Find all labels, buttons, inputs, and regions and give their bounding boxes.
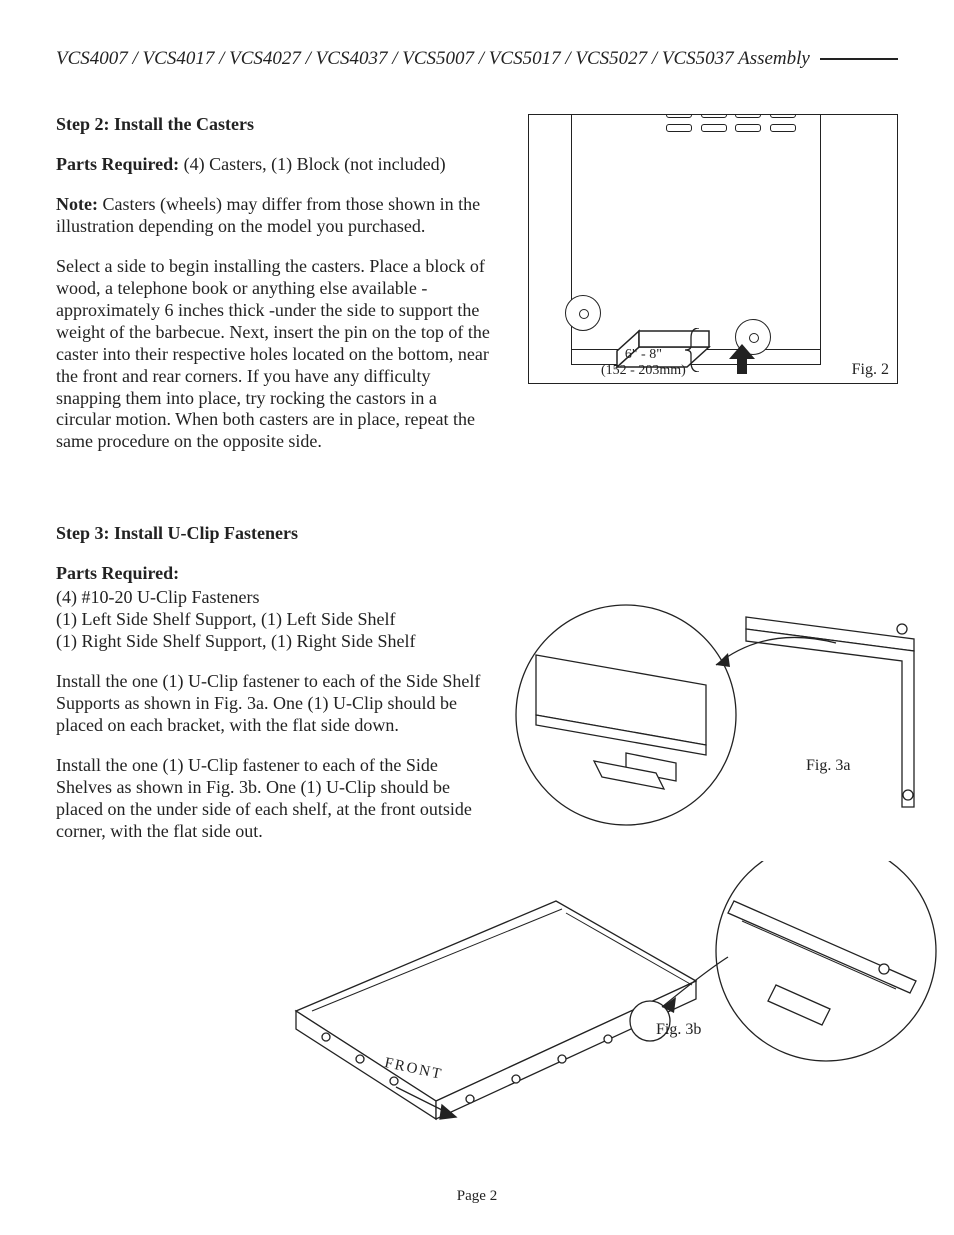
parts-required-list: (4) #10-20 U-Clip Fasteners (1) Left Sid… [56,587,496,653]
figure-2: 6" - 8" (152 - 203mm) Fig. 2 [528,114,898,392]
figure-3a: Fig. 3a [506,595,926,835]
step-3-para-b: Install the one (1) U-Clip fastener to e… [56,755,496,843]
note-value: Casters (wheels) may differ from those s… [56,194,480,236]
parts-item: (4) #10-20 U-Clip Fasteners [56,587,496,609]
vent-grille [666,114,796,132]
assembly-page: VCS4007 / VCS4017 / VCS4027 / VCS4037 / … [0,0,954,1235]
step-3-section: Step 3: Install U-Clip Fasteners Parts R… [56,523,898,1163]
step-3-heading: Step 3: Install U-Clip Fasteners [56,523,496,545]
step-2-note: Note: Casters (wheels) may differ from t… [56,194,496,238]
up-arrow-icon [729,344,755,379]
step-2-parts: Parts Required: (4) Casters, (1) Block (… [56,154,496,176]
caster-icon [565,295,601,331]
step-2-section: Step 2: Install the Casters Parts Requir… [56,114,898,453]
dim-line-1: 6" - 8" [601,347,686,363]
dimension-text: 6" - 8" (152 - 203mm) [601,347,686,379]
step-3-para-a: Install the one (1) U-Clip fastener to e… [56,671,496,737]
step-3-text: Step 3: Install U-Clip Fasteners Parts R… [56,523,496,842]
step-2-body: Select a side to begin installing the ca… [56,256,496,454]
note-label: Note: [56,194,98,214]
header-title: VCS4007 / VCS4017 / VCS4027 / VCS4037 / … [56,48,810,70]
parts-item: (1) Right Side Shelf Support, (1) Right … [56,631,496,653]
page-header: VCS4007 / VCS4017 / VCS4027 / VCS4037 / … [56,48,898,70]
parts-required-label: Parts Required: [56,563,179,583]
figure-3b: Fig. 3b FRONT [256,861,954,1161]
figure-2-frame: 6" - 8" (152 - 203mm) Fig. 2 [528,114,898,384]
figure-3b-label: Fig. 3b [656,1021,701,1039]
step-2-text: Step 2: Install the Casters Parts Requir… [56,114,496,453]
figure-2-label: Fig. 2 [852,361,889,379]
figure-3a-label: Fig. 3a [806,757,850,775]
parts-required-label: Parts Required: [56,154,179,174]
parts-required-value: (4) Casters, (1) Block (not included) [184,154,446,174]
step-2-heading: Step 2: Install the Casters [56,114,496,136]
header-rule [820,58,898,60]
dim-line-2: (152 - 203mm) [601,363,686,379]
parts-item: (1) Left Side Shelf Support, (1) Left Si… [56,609,496,631]
figure-3b-svg [256,861,954,1161]
figure-3a-svg [506,595,926,835]
page-number: Page 2 [0,1188,954,1205]
